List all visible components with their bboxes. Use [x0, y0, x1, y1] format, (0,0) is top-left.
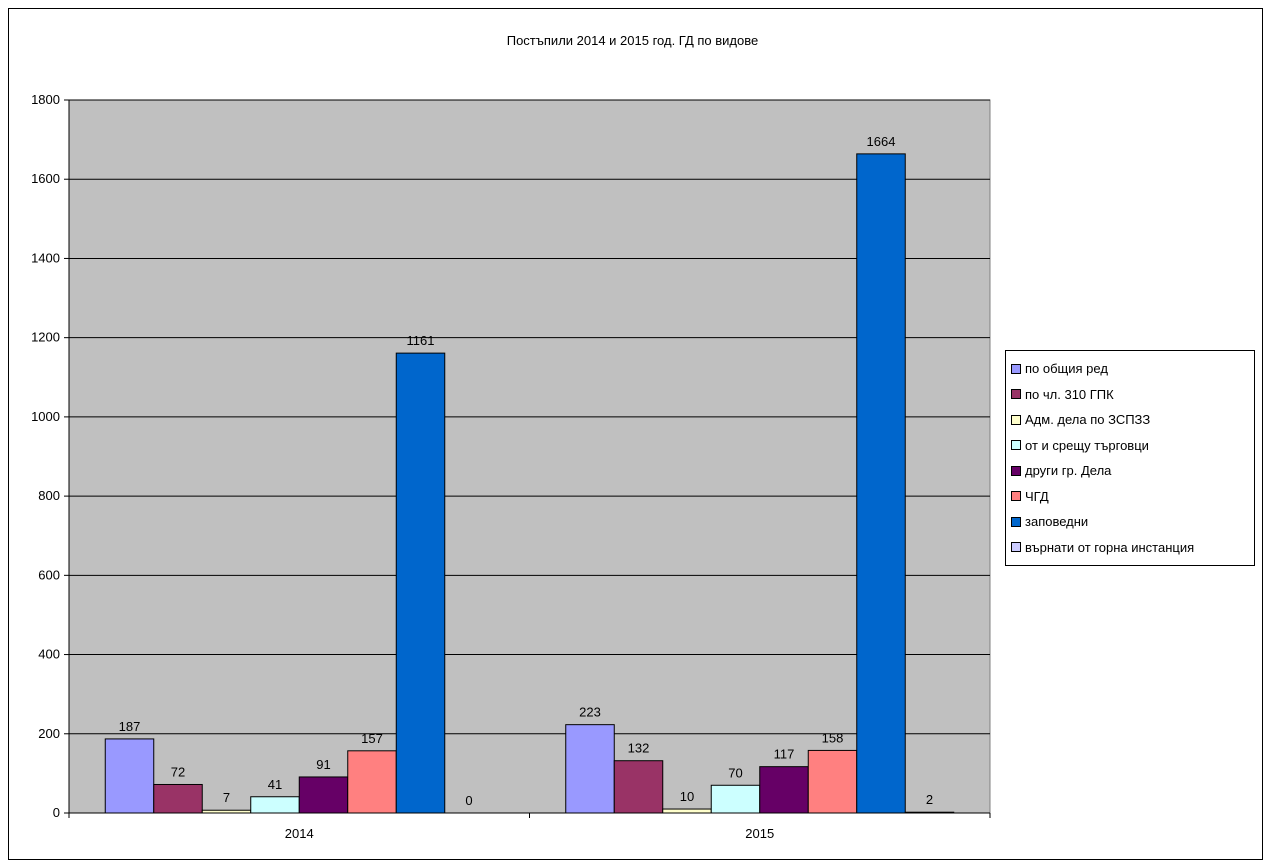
data-label: 1664 — [867, 134, 896, 149]
data-label: 117 — [774, 747, 795, 762]
legend-label: ЧГД — [1025, 488, 1049, 504]
data-label: 7 — [223, 790, 230, 805]
bar — [298, 776, 349, 814]
y-tick-label: 1200 — [31, 330, 60, 345]
legend-item: заповедни — [1011, 509, 1254, 535]
x-tick-label: 2014 — [285, 826, 314, 841]
legend-swatch — [1011, 465, 1021, 476]
legend: по общия ред по чл. 310 ГПК Адм. дела по З… — [1005, 350, 1255, 566]
bar — [662, 808, 712, 814]
data-label: 70 — [728, 765, 742, 780]
legend-label: от и срещу търговци — [1025, 437, 1149, 453]
legend-item: ЧГД — [1011, 484, 1254, 510]
legend-swatch — [1011, 491, 1021, 502]
y-tick-label: 200 — [38, 726, 60, 741]
data-label: 0 — [465, 793, 472, 808]
legend-swatch — [1011, 414, 1021, 425]
y-tick-label: 800 — [38, 488, 60, 503]
legend-label: по чл. 310 ГПК — [1025, 386, 1114, 402]
data-label: 1161 — [407, 333, 435, 348]
bar — [759, 766, 809, 814]
legend-item: от и срещу търговци — [1011, 433, 1254, 459]
bar — [395, 352, 446, 814]
legend-label: Адм. дела по ЗСПЗЗ — [1025, 412, 1151, 428]
data-label: 41 — [268, 777, 282, 792]
legend-item: Адм. дела по ЗСПЗЗ — [1011, 407, 1254, 433]
legend-swatch — [1011, 389, 1021, 400]
bar — [807, 749, 858, 814]
bar — [201, 809, 252, 814]
legend-label: други гр. Дела — [1025, 463, 1112, 479]
data-label: 132 — [628, 741, 650, 756]
y-tick-label: 600 — [38, 567, 60, 582]
bar — [565, 724, 615, 814]
data-label: 158 — [822, 730, 844, 745]
legend-item: по общия ред — [1011, 356, 1254, 382]
data-label: 72 — [171, 764, 185, 779]
legend-swatch — [1011, 542, 1021, 553]
legend-label: върнати от горна инстанция — [1025, 539, 1195, 555]
y-tick-label: 1000 — [31, 409, 60, 424]
data-label: 187 — [119, 719, 141, 734]
chart-title: Постъпили 2014 и 2015 год. ГД по видове — [506, 33, 759, 48]
bar — [347, 750, 397, 814]
data-label: 10 — [680, 789, 694, 804]
bar — [856, 153, 906, 814]
x-tick-label: 2015 — [745, 826, 774, 841]
data-label: 157 — [361, 731, 383, 746]
y-tick-label: 400 — [38, 647, 60, 662]
y-tick-label: 0 — [53, 805, 60, 820]
bar — [104, 738, 155, 814]
data-label: 91 — [316, 757, 330, 772]
y-tick-label: 1600 — [31, 171, 60, 186]
y-tick-label: 1400 — [31, 250, 60, 265]
bar — [710, 784, 761, 814]
legend-label: заповедни — [1025, 514, 1089, 530]
legend-swatch — [1011, 440, 1021, 451]
bar — [904, 811, 955, 814]
bar — [250, 796, 300, 814]
legend-swatch — [1011, 516, 1021, 527]
bar — [613, 760, 664, 814]
legend-label: по общия ред — [1025, 361, 1108, 377]
legend-item: върнати от горна инстанция — [1011, 535, 1254, 561]
bar — [153, 783, 203, 814]
plot-area — [68, 99, 991, 814]
data-label: 2 — [926, 792, 933, 807]
y-tick-label: 1800 — [31, 92, 60, 107]
legend-item: други гр. Дела — [1011, 458, 1254, 484]
legend-swatch — [1011, 363, 1021, 374]
data-label: 223 — [579, 705, 601, 720]
legend-item: по чл. 310 ГПК — [1011, 382, 1254, 408]
